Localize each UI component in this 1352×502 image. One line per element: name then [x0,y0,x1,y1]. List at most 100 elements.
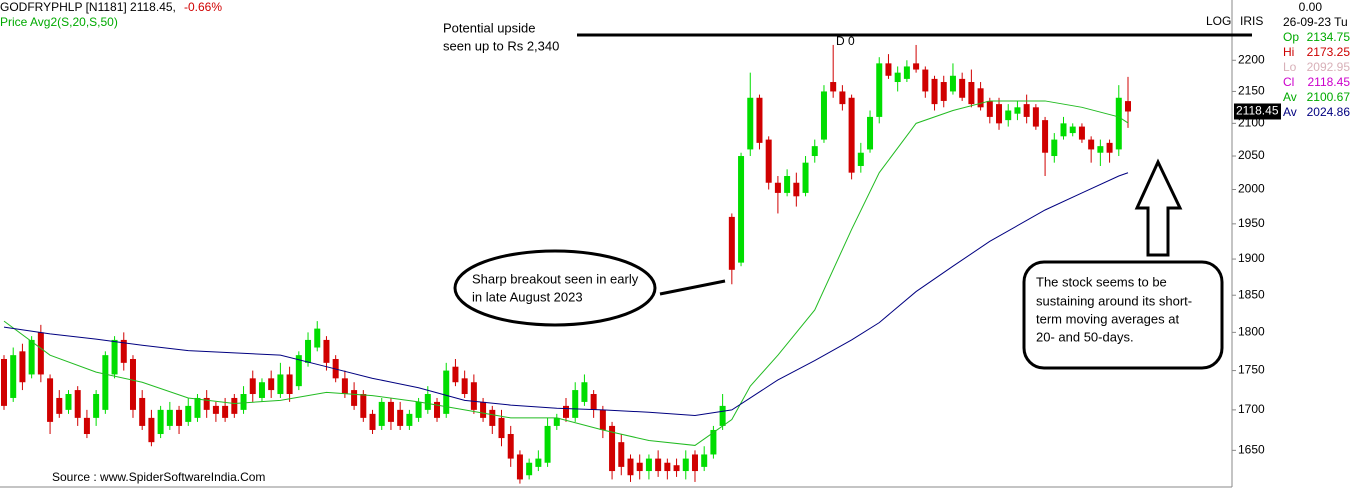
candle-body [102,355,109,410]
candle-body [949,75,956,92]
candle-body [747,97,754,150]
y-tick-label: 1900 [1238,251,1265,265]
candle-body [867,116,874,150]
info-number: 2100.67 [1307,90,1351,104]
candle-body [1042,120,1049,153]
candle-body [1060,123,1067,137]
candle-body [74,390,81,418]
candle-body [894,72,901,83]
candle-body [176,409,183,426]
candle-body [784,176,791,193]
y-tick-label: 2050 [1238,148,1265,162]
candle-body [19,351,26,383]
candle-body [959,78,966,98]
candle-body [1032,107,1039,127]
candle-body [655,458,662,472]
candle-body [710,429,717,455]
candle-body [120,339,127,363]
candle-body [185,405,192,422]
candle-body [203,397,210,410]
callout-ellipse [453,249,657,327]
candle-body [129,358,136,410]
indicator: Price Avg2(S,20,S,50) [0,15,118,29]
candle-body [738,156,745,263]
info-label: Av [1283,90,1297,104]
candle-body [913,63,920,70]
candle-body [397,409,404,426]
candle-body [940,82,947,101]
candle-body [1115,97,1122,150]
candle-body [1051,139,1058,157]
candle-body [212,405,219,414]
candle-body [765,139,772,183]
candle-body [553,417,560,426]
annotation: in late August 2023 [472,289,583,304]
candle-body [305,339,312,363]
y-tick-label: 1650 [1238,443,1265,457]
annotation: term moving averages at [1036,311,1179,326]
candle-body [968,82,975,105]
candle-body [249,378,256,395]
candle-body [387,401,394,422]
candle-body [931,78,938,105]
candle-body [452,366,459,383]
candle-body [139,397,146,426]
candle-body [793,182,800,197]
candle-body [277,374,284,395]
candle-body [996,104,1003,124]
candle-body [701,454,708,467]
candle-body [691,454,698,472]
candle-body [295,355,302,387]
candle-body [857,152,864,166]
info-date: 26-09-23 Tu [1283,15,1348,29]
candle-body [461,378,468,395]
moving-average [3,172,1129,416]
candle-body [507,434,514,459]
candle-body [590,394,597,410]
candle-body [65,394,72,410]
candle-body [572,390,579,418]
candle-body [314,328,321,348]
candle-body [526,462,533,476]
candle-body [231,397,238,414]
candle-body [581,382,588,402]
candle-body [673,465,680,472]
y-tick-label: 1800 [1238,325,1265,339]
up-arrow [1134,158,1183,257]
candle-body [645,458,652,472]
candle-body [240,394,247,410]
candle-body [489,409,496,426]
info-number: 2173.25 [1307,45,1351,59]
info-number: 2118.45 [1308,75,1351,89]
candle-body [1069,126,1076,134]
candle-body [876,63,883,117]
candle-body [111,339,118,375]
candle-body [323,339,330,363]
candle-body [664,462,671,472]
candle-body [341,378,348,395]
info-label: Hi [1283,45,1294,59]
callout-line [659,279,726,296]
candle-body [609,425,616,472]
candle-body [351,390,358,406]
candle-body [903,66,910,79]
candle-body [516,454,523,480]
candle-body [1106,142,1113,153]
annotation: Sharp breakout seen in early [472,271,639,286]
y-tick-label: 2200 [1238,52,1265,66]
candle-body [258,382,265,398]
candle-body [480,401,487,418]
candle-body [369,413,376,430]
candle-body [415,401,422,418]
candle-body [378,401,385,426]
annotation: seen up to Rs 2,340 [443,38,559,53]
candle-body [157,409,164,435]
marker-text: D 0 [836,34,855,48]
info-label: Av [1283,105,1297,119]
info-label: Cl [1283,75,1294,89]
candle-body [406,413,413,426]
y-tick-label: 2150 [1238,84,1265,98]
candle-body [222,405,229,418]
candle-body [544,425,551,463]
info-number: 2092.95 [1307,60,1351,74]
